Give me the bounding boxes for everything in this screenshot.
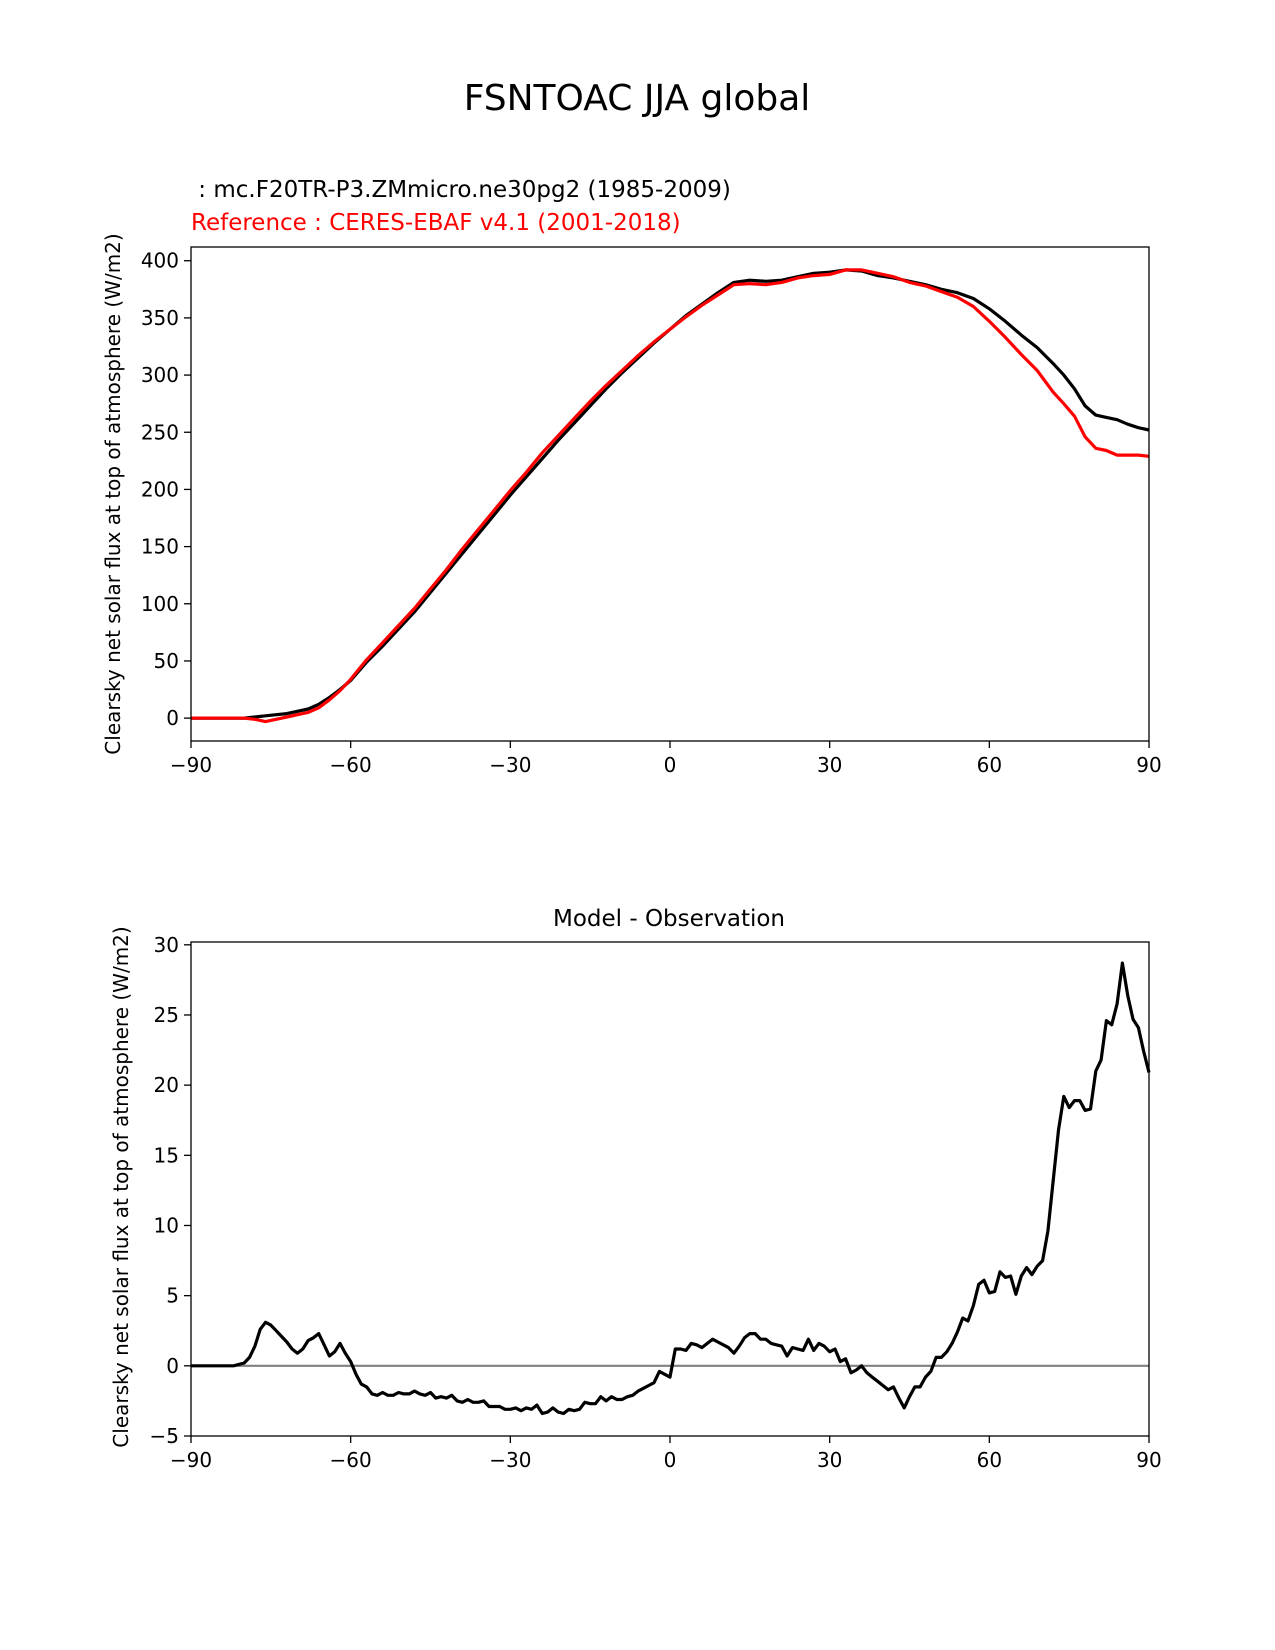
x-tick-label: 0 [664, 1448, 677, 1472]
top-y-axis-label: Clearsky net solar flux at top of atmosp… [101, 233, 125, 754]
x-tick-label: 0 [664, 753, 677, 777]
figure-title: FSNTOAC JJA global [464, 78, 811, 119]
y-tick-label: 300 [141, 363, 179, 387]
y-tick-label: 5 [166, 1284, 179, 1308]
y-tick-label: 15 [154, 1143, 179, 1167]
x-tick-label: −60 [330, 753, 372, 777]
bottom-y-axis-label: Clearsky net solar flux at top of atmosp… [109, 926, 133, 1447]
x-tick-label: −90 [170, 1448, 212, 1472]
x-tick-label: 30 [817, 1448, 842, 1472]
x-tick-label: 30 [817, 753, 842, 777]
y-tick-label: 50 [154, 649, 179, 673]
y-tick-label: −5 [150, 1424, 179, 1448]
top-plot-area: −90 −60 −30 0 30 60 90 0 50 100 150 200 250 300 350 400 [141, 246, 1162, 777]
y-tick-label: 20 [154, 1073, 179, 1097]
x-tick-label: 60 [977, 753, 1002, 777]
test-legend-label: : mc.F20TR-P3.ZMmicro.ne30pg2 (1985-2009… [191, 177, 731, 203]
y-tick-label: 100 [141, 592, 179, 616]
reference-series-line [191, 268, 1150, 724]
y-tick-label: 400 [141, 249, 179, 273]
y-tick-label: 350 [141, 306, 179, 330]
x-tick-label: 60 [977, 1448, 1002, 1472]
reference-legend-label: Reference : CERES-EBAF v4.1 (2001-2018) [191, 210, 681, 236]
difference-series-line [191, 961, 1151, 1416]
difference-panel: Model - Observation Clearsky net solar f… [109, 906, 1162, 1472]
x-tick-label: −90 [170, 753, 212, 777]
x-tick-label: 90 [1136, 753, 1161, 777]
y-tick-label: 10 [154, 1213, 179, 1237]
y-tick-label: 25 [154, 1003, 179, 1027]
y-tick-label: 30 [154, 933, 179, 957]
y-tick-label: 200 [141, 477, 179, 501]
difference-title: Model - Observation [553, 906, 785, 932]
y-tick-label: 0 [166, 706, 179, 730]
y-tick-label: 250 [141, 420, 179, 444]
profile-panel: : mc.F20TR-P3.ZMmicro.ne30pg2 (1985-2009… [101, 177, 1162, 777]
y-tick-label: 150 [141, 535, 179, 559]
bottom-plot-area: −90 −60 −30 0 30 60 90 −5 0 5 10 15 20 25 30 [150, 933, 1162, 1472]
x-tick-label: −30 [489, 1448, 531, 1472]
y-tick-label: 0 [166, 1354, 179, 1378]
x-tick-label: 90 [1136, 1448, 1161, 1472]
x-tick-label: −60 [330, 1448, 372, 1472]
x-tick-label: −30 [489, 753, 531, 777]
plot-frame [190, 941, 1150, 1437]
